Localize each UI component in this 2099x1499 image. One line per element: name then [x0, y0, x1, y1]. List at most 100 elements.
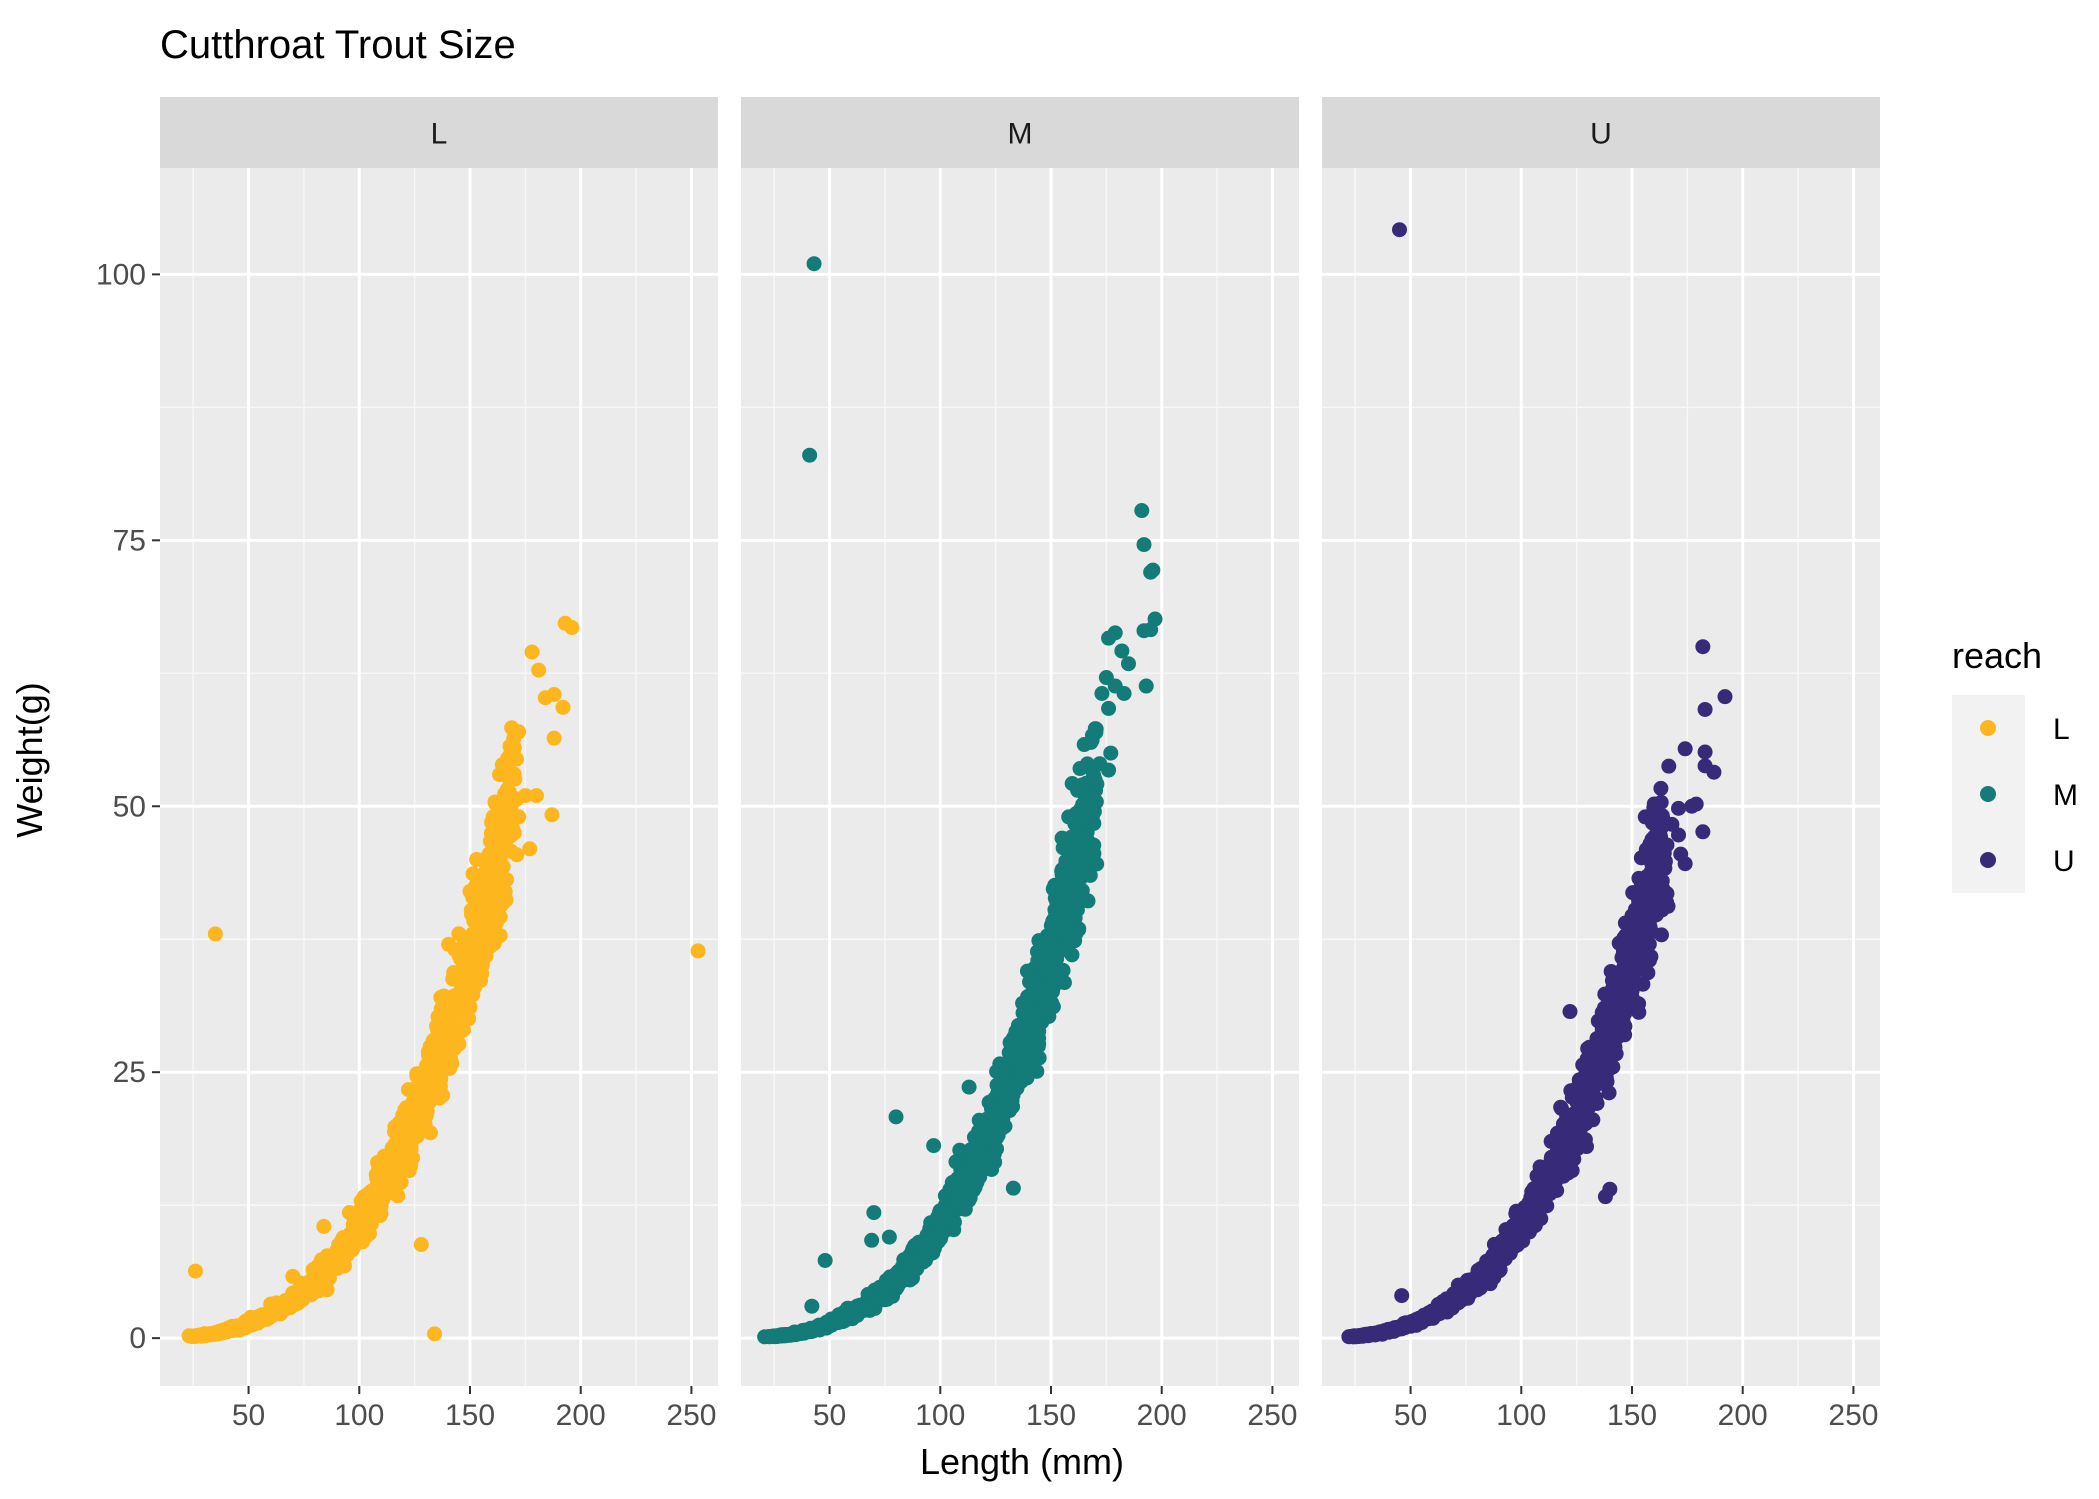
legend-label: L [2053, 713, 2070, 746]
x-tick-label: 100 [915, 1399, 965, 1432]
data-point [1601, 1085, 1617, 1101]
data-point [1597, 1189, 1613, 1205]
data-point [409, 1066, 425, 1082]
data-point [1083, 734, 1099, 750]
x-axis-title: Length (mm) [920, 1441, 1124, 1482]
data-point [1677, 741, 1693, 757]
data-point [1463, 1276, 1479, 1292]
data-point [860, 1300, 876, 1316]
data-point [1101, 700, 1117, 716]
data-point [441, 936, 457, 952]
data-point [802, 1324, 818, 1340]
data-point [1706, 764, 1722, 780]
data-point [1114, 643, 1130, 659]
data-point [435, 1059, 451, 1075]
data-point [1535, 1173, 1551, 1189]
x-tick-label: 50 [232, 1399, 265, 1432]
data-point [1684, 798, 1700, 814]
x-tick-label: 200 [1137, 1399, 1187, 1432]
y-tick-label: 75 [113, 524, 146, 557]
data-point [1451, 1289, 1467, 1305]
data-point [364, 1183, 380, 1199]
y-tick-label: 100 [96, 258, 146, 291]
data-point [491, 846, 507, 862]
data-point [502, 772, 518, 788]
x-tick-label: 250 [1828, 1399, 1878, 1432]
data-point [1074, 883, 1090, 899]
data-point [921, 1245, 937, 1261]
data-point [528, 788, 544, 804]
data-point [1597, 986, 1613, 1002]
data-point [1671, 800, 1686, 816]
data-point [864, 1232, 880, 1248]
data-point [1497, 1244, 1513, 1260]
data-point [1367, 1327, 1383, 1343]
data-point [1029, 1006, 1045, 1022]
data-point [285, 1268, 301, 1284]
data-points [1341, 222, 1733, 1345]
legend-item-l: L [1952, 695, 2070, 761]
data-point [1625, 918, 1641, 934]
data-point [1623, 989, 1639, 1005]
data-point [483, 825, 499, 841]
data-point [876, 1279, 892, 1295]
data-point [374, 1166, 390, 1182]
legend-item-m: M [1952, 761, 2078, 827]
data-point [1506, 1226, 1522, 1242]
data-point [1566, 1106, 1582, 1122]
data-point [211, 1326, 227, 1342]
data-points [757, 256, 1163, 1345]
data-point [482, 857, 498, 873]
data-point [1076, 841, 1092, 857]
data-point [1075, 812, 1091, 828]
data-point [904, 1253, 920, 1269]
facet-strip [1322, 97, 1880, 168]
data-point [1600, 1020, 1616, 1036]
data-point [1094, 685, 1110, 701]
data-point [1040, 986, 1056, 1002]
data-point [973, 1147, 989, 1163]
data-point [1022, 1035, 1038, 1051]
data-point [994, 1086, 1010, 1102]
legend-marker [1980, 786, 1996, 802]
facet-panel-m: M 50 100 150 200 250 [741, 97, 1299, 1432]
data-point [318, 1270, 334, 1286]
data-point [469, 954, 485, 970]
data-point [501, 784, 517, 800]
data-point [1631, 1004, 1647, 1020]
data-point [1559, 1156, 1575, 1172]
data-point [1030, 953, 1046, 969]
data-point [1394, 1288, 1410, 1304]
x-tick-label: 50 [1394, 1399, 1427, 1432]
data-point [1517, 1226, 1533, 1242]
data-point [1101, 630, 1117, 646]
data-point [484, 814, 500, 830]
data-point [465, 942, 481, 958]
data-point [451, 947, 467, 963]
data-point [391, 1152, 407, 1168]
data-point [433, 989, 449, 1005]
y-tick-label: 25 [113, 1056, 146, 1089]
y-tick-label: 50 [113, 790, 146, 823]
data-point [954, 1170, 970, 1186]
data-point [393, 1174, 409, 1190]
data-point [690, 943, 706, 959]
data-point [1717, 689, 1733, 705]
data-point [1609, 975, 1625, 991]
data-point [1005, 1031, 1021, 1047]
data-point [544, 807, 560, 823]
data-point [187, 1263, 203, 1279]
data-point [1121, 656, 1136, 672]
facet-strip [741, 97, 1299, 168]
data-points [181, 615, 706, 1344]
legend: reach LMU [1952, 635, 2078, 893]
data-point [522, 841, 538, 857]
data-point [413, 1116, 429, 1132]
data-point [1618, 963, 1634, 979]
data-point [1057, 917, 1073, 933]
data-point [1425, 1310, 1441, 1326]
data-point [439, 1030, 455, 1046]
x-tick-label: 50 [813, 1399, 846, 1432]
data-point [316, 1218, 332, 1234]
data-point [400, 1124, 416, 1140]
